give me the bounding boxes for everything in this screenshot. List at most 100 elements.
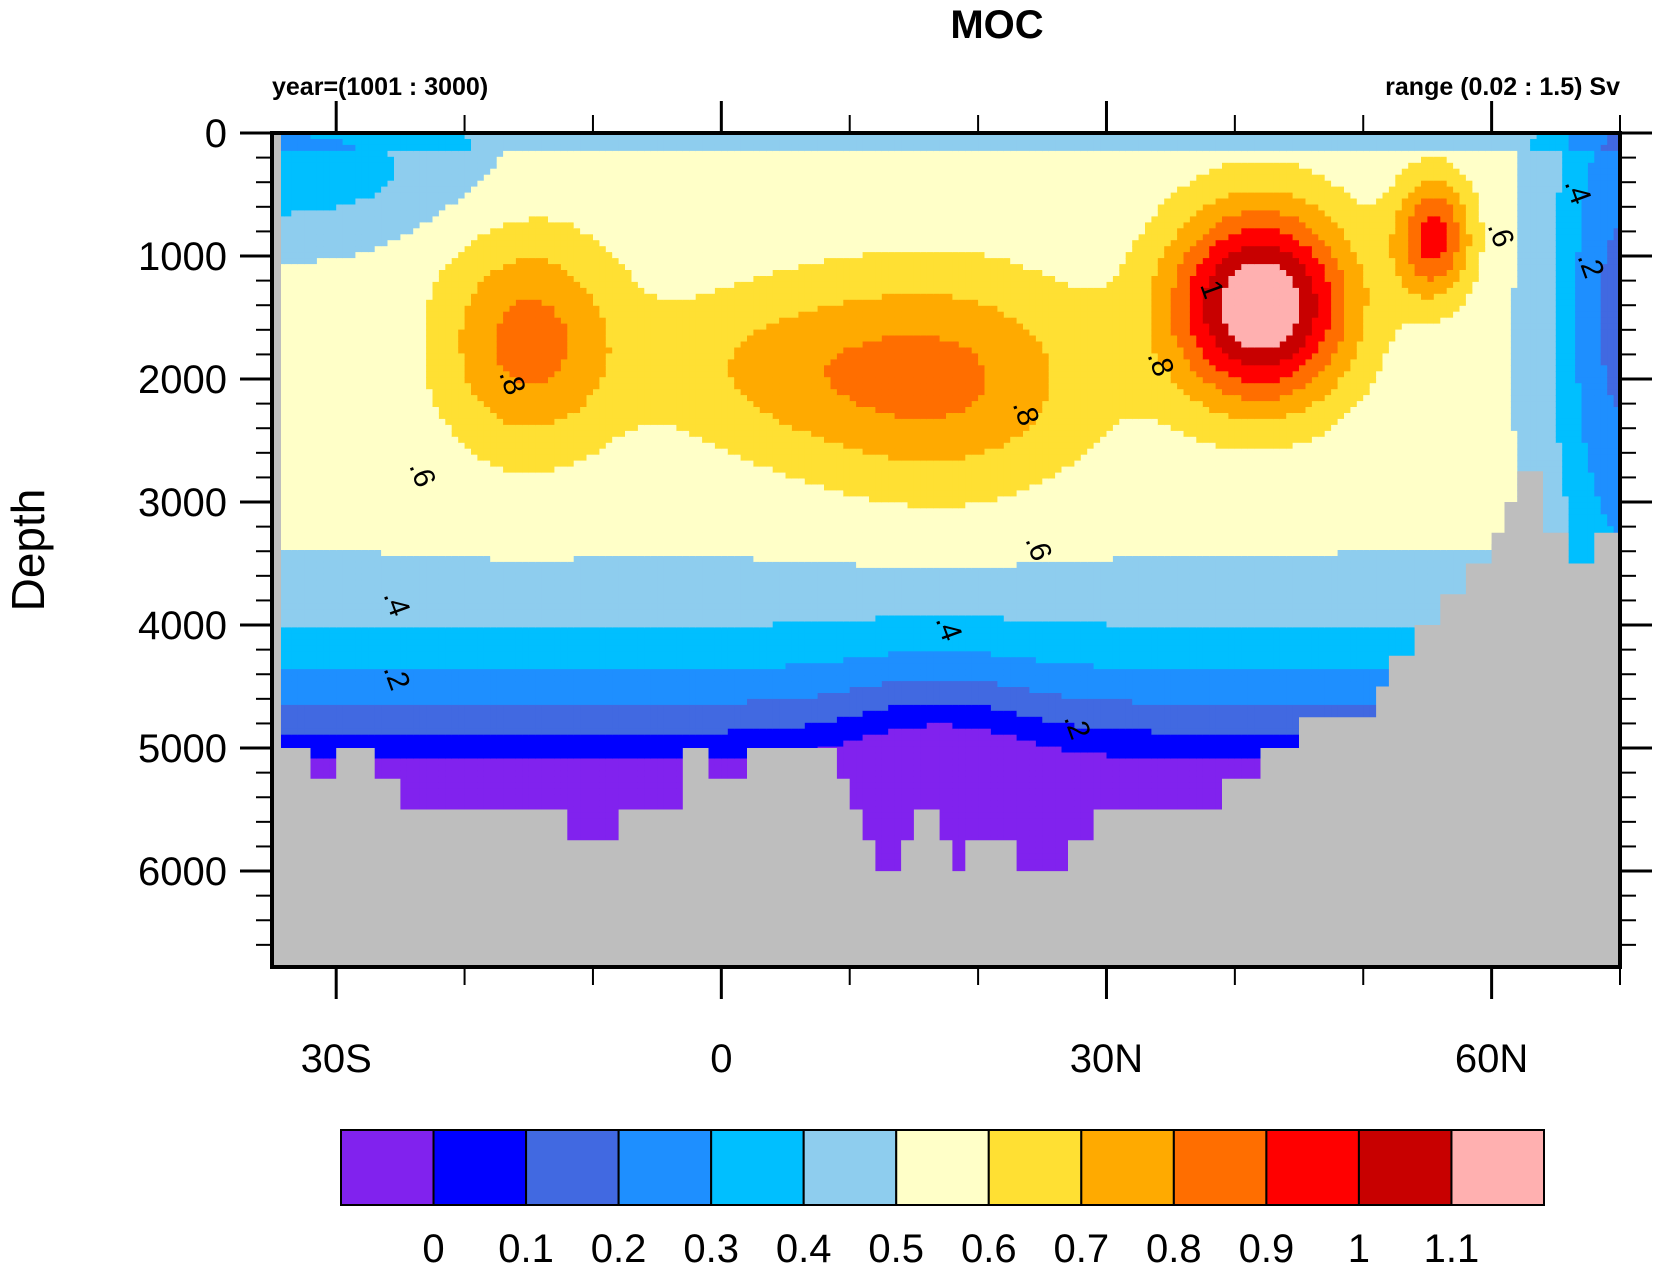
field-cell	[284, 508, 292, 515]
field-cell	[284, 532, 292, 539]
field-cell	[471, 252, 478, 259]
field-cell	[458, 496, 466, 503]
field-cell	[490, 198, 498, 206]
field-cell	[284, 603, 292, 611]
field-cell	[349, 281, 356, 289]
field-cell	[426, 538, 434, 545]
field-cell	[464, 311, 472, 319]
field-cell	[451, 210, 459, 217]
field-cell	[451, 520, 459, 527]
field-cell	[477, 401, 485, 408]
field-cell	[483, 276, 491, 283]
field-cell	[458, 687, 466, 694]
field-cell	[342, 514, 350, 521]
field-cell	[310, 657, 318, 664]
field-cell	[310, 210, 318, 217]
field-cell	[490, 448, 498, 456]
field-cell	[394, 430, 401, 438]
field-cell	[291, 139, 299, 146]
field-cell	[368, 627, 376, 634]
field-cell	[496, 222, 504, 229]
field-cell	[419, 311, 427, 319]
field-cell	[323, 591, 331, 599]
field-cell	[361, 508, 369, 515]
field-cell	[406, 150, 414, 158]
field-cell	[458, 210, 466, 217]
field-cell	[394, 216, 401, 223]
field-cell	[471, 561, 478, 569]
field-cell	[355, 377, 363, 384]
field-cell	[323, 389, 331, 396]
field-cell	[432, 752, 440, 760]
field-cell	[310, 216, 318, 223]
field-cell	[438, 478, 446, 486]
field-cell	[336, 234, 344, 241]
field-cell	[432, 746, 440, 754]
field-cell	[490, 490, 498, 497]
field-cell	[432, 407, 440, 414]
field-cell	[451, 466, 459, 474]
field-cell	[374, 758, 382, 766]
field-cell	[368, 591, 376, 599]
field-cell	[323, 561, 331, 569]
field-cell	[400, 627, 408, 634]
field-cell	[355, 347, 363, 355]
field-cell	[284, 728, 292, 736]
field-cell	[361, 722, 369, 730]
field-cell	[496, 264, 504, 271]
field-cell	[406, 514, 414, 521]
field-cell	[349, 484, 356, 492]
field-cell	[387, 466, 395, 474]
field-cell	[419, 174, 427, 182]
field-cell	[477, 496, 485, 503]
field-cell	[297, 609, 305, 617]
field-cell	[387, 258, 395, 265]
field-cell	[458, 532, 466, 539]
field-cell	[426, 418, 434, 426]
field-cell	[432, 139, 440, 146]
field-cell	[432, 770, 440, 777]
field-cell	[361, 573, 369, 581]
field-cell	[451, 627, 459, 634]
field-cell	[291, 383, 299, 390]
field-cell	[368, 234, 376, 241]
field-cell	[458, 633, 466, 640]
field-cell	[374, 228, 382, 235]
field-cell	[297, 728, 305, 736]
field-cell	[413, 532, 421, 539]
field-cell	[323, 472, 331, 480]
field-cell	[394, 150, 401, 158]
field-cell	[336, 532, 344, 539]
field-cell	[419, 168, 427, 176]
field-cell	[381, 335, 389, 343]
field-cell	[374, 472, 382, 480]
field-cell	[342, 520, 350, 527]
field-cell	[406, 704, 414, 712]
field-cell	[355, 383, 363, 390]
field-cell	[368, 168, 376, 176]
field-cell	[471, 198, 478, 206]
field-cell	[374, 704, 382, 712]
field-cell	[394, 734, 401, 742]
field-cell	[342, 150, 350, 158]
field-cell	[406, 573, 414, 581]
field-cell	[477, 252, 485, 259]
field-cell	[361, 270, 369, 277]
field-cell	[329, 454, 337, 462]
field-cell	[355, 335, 363, 343]
field-cell	[406, 544, 414, 551]
field-cell	[323, 430, 331, 438]
field-cell	[419, 180, 427, 188]
field-cell	[483, 246, 491, 253]
field-cell	[310, 645, 318, 652]
field-cell	[477, 716, 485, 724]
field-cell	[381, 698, 389, 706]
field-cell	[387, 139, 395, 146]
field-cell	[394, 258, 401, 265]
field-cell	[284, 353, 292, 360]
field-cell	[368, 335, 376, 343]
field-cell	[323, 299, 331, 307]
field-cell	[413, 645, 421, 652]
field-cell	[458, 335, 466, 343]
field-cell	[406, 520, 414, 527]
